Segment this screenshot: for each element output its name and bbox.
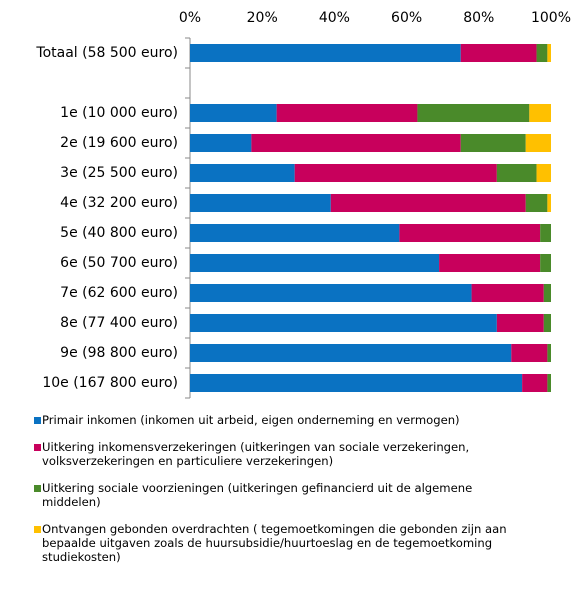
y-tick-label: 10e (167 800 euro) bbox=[42, 375, 178, 391]
bar-segment bbox=[525, 194, 548, 212]
bar-segment bbox=[399, 224, 541, 242]
bar-segment bbox=[190, 224, 400, 242]
legend-swatch bbox=[34, 444, 41, 451]
legend-item: Primair inkomen (inkomen uit arbeid, eig… bbox=[34, 413, 534, 427]
bar-segment bbox=[460, 134, 526, 152]
legend-swatch bbox=[34, 485, 41, 492]
y-tick-label: 2e (19 600 euro) bbox=[60, 135, 178, 151]
legend-swatch bbox=[34, 526, 41, 533]
bar-segment bbox=[522, 374, 548, 392]
bar-segment bbox=[511, 344, 548, 362]
bar-segment bbox=[330, 194, 526, 212]
bar-segment bbox=[460, 44, 537, 62]
bar-segment bbox=[417, 104, 530, 122]
x-tick-label: 20% bbox=[247, 10, 278, 26]
bar-segment bbox=[190, 44, 461, 62]
bar-segment bbox=[471, 284, 544, 302]
bar-segment bbox=[543, 314, 551, 332]
y-tick-label: Totaal (58 500 euro) bbox=[35, 45, 178, 61]
legend-label: Uitkering sociale voorzieningen (uitkeri… bbox=[42, 481, 473, 509]
y-tick-label: 3e (25 500 euro) bbox=[60, 165, 178, 181]
bar-segment bbox=[543, 284, 551, 302]
legend-label: Primair inkomen (inkomen uit arbeid, eig… bbox=[42, 413, 460, 427]
bar-segment bbox=[190, 134, 252, 152]
y-tick-label: 8e (77 400 euro) bbox=[60, 315, 178, 331]
legend-item: Uitkering inkomensverzekeringen (uitkeri… bbox=[34, 440, 534, 468]
bar-segment bbox=[536, 44, 548, 62]
bar-segment bbox=[547, 44, 551, 62]
legend-label: Uitkering inkomensverzekeringen (uitkeri… bbox=[42, 440, 470, 468]
bar-segment bbox=[496, 164, 537, 182]
bar-segment bbox=[276, 104, 418, 122]
bar-segment bbox=[251, 134, 461, 152]
bar-segment bbox=[536, 164, 551, 182]
bar-segment bbox=[540, 224, 551, 242]
bar-segment bbox=[190, 314, 497, 332]
bar-segment bbox=[547, 374, 551, 392]
legend-label: Ontvangen gebonden overdrachten ( tegemo… bbox=[42, 522, 507, 564]
bar-segment bbox=[547, 344, 551, 362]
legend-swatch bbox=[34, 417, 41, 424]
bar-segment bbox=[294, 164, 497, 182]
legend: Primair inkomen (inkomen uit arbeid, eig… bbox=[34, 413, 534, 577]
x-tick-label: 80% bbox=[463, 10, 494, 26]
y-tick-label: 6e (50 700 euro) bbox=[60, 255, 178, 271]
legend-item: Uitkering sociale voorzieningen (uitkeri… bbox=[34, 481, 534, 509]
bar-segment bbox=[190, 194, 331, 212]
bar-segment bbox=[190, 164, 295, 182]
bar-segment bbox=[540, 254, 551, 272]
bar-segment bbox=[190, 254, 440, 272]
bar-segment bbox=[190, 374, 523, 392]
y-tick-label: 7e (62 600 euro) bbox=[60, 285, 178, 301]
bar-segment bbox=[439, 254, 541, 272]
y-tick-label: 1e (10 000 euro) bbox=[60, 105, 178, 121]
x-tick-label: 0% bbox=[179, 10, 201, 26]
y-tick-label: 9e (98 800 euro) bbox=[60, 345, 178, 361]
y-tick-label: 5e (40 800 euro) bbox=[60, 225, 178, 241]
bar-segment bbox=[190, 344, 512, 362]
bar-segment bbox=[190, 104, 277, 122]
bar-segment bbox=[525, 134, 551, 152]
chart: 0% 20% 40% 60% 80% 100% Totaal (58 500 euro) 1e… bbox=[35, 10, 571, 399]
y-tick-label: 4e (32 200 euro) bbox=[60, 195, 178, 211]
x-tick-label: 100% bbox=[531, 10, 571, 26]
x-tick-label: 40% bbox=[319, 10, 350, 26]
bar-segment bbox=[529, 104, 551, 122]
bar-segment bbox=[547, 194, 551, 212]
legend-item: Ontvangen gebonden overdrachten ( tegemo… bbox=[34, 522, 534, 564]
bar-segment bbox=[190, 284, 472, 302]
bar-segment bbox=[496, 314, 544, 332]
x-tick-label: 60% bbox=[391, 10, 422, 26]
